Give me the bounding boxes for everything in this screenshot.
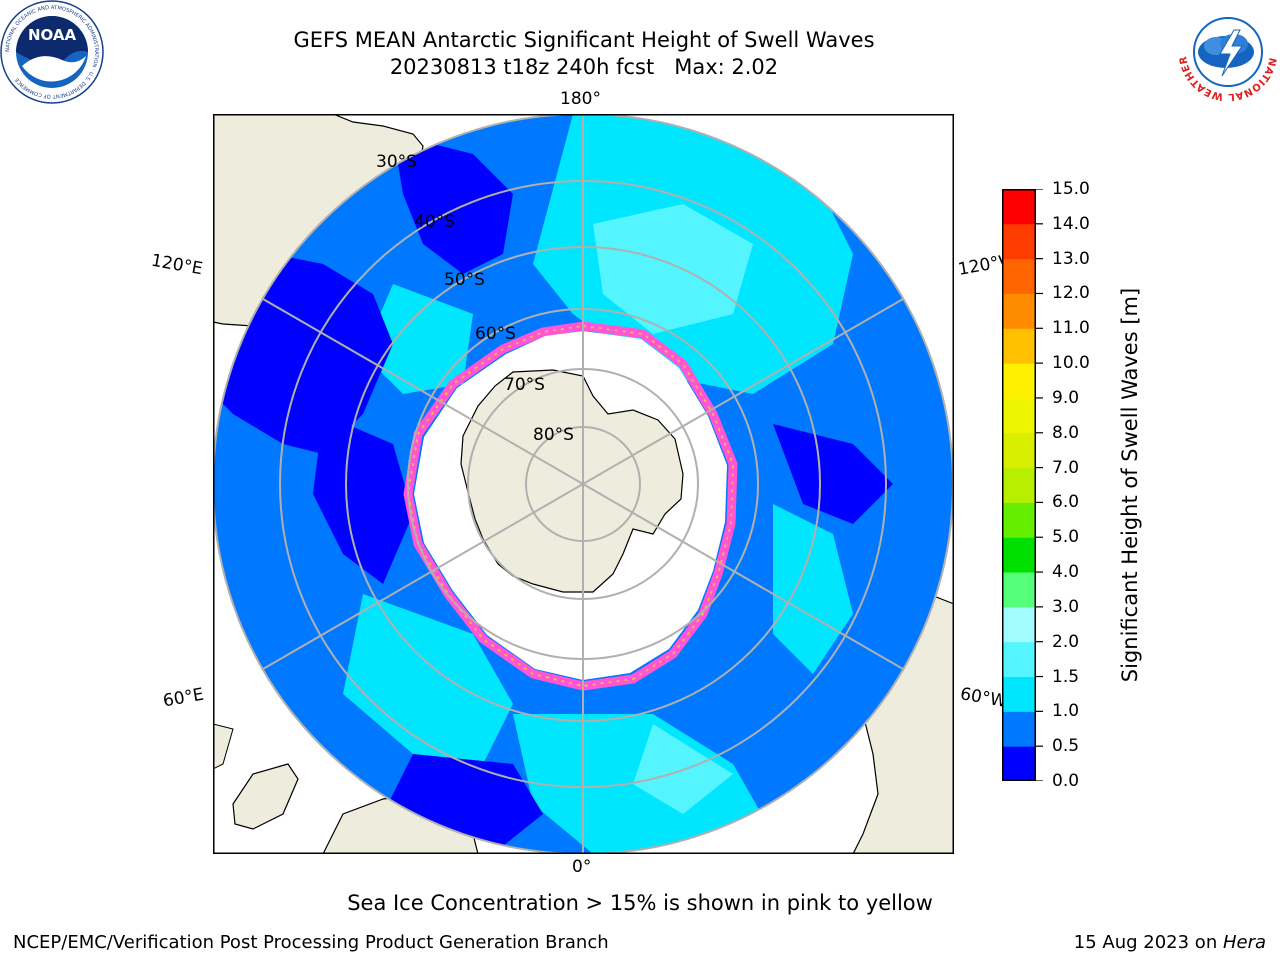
colorbar-tick-label: 3.0 <box>1052 596 1080 617</box>
noaa-logo-text: NOAA <box>28 26 77 44</box>
colorbar-bin <box>1002 258 1036 294</box>
colorbar-label: Significant Height of Swell Waves [m] <box>1118 287 1142 683</box>
colorbar-tick-label: 6.0 <box>1052 492 1080 513</box>
colorbar-ticks <box>1036 189 1043 781</box>
meridian-label-right-lower: 60°W <box>958 684 1009 712</box>
colorbar-tick-label: 0.0 <box>1052 771 1080 791</box>
footer-host: Hera <box>1222 932 1266 953</box>
colorbar-tick-label: 7.0 <box>1052 457 1080 478</box>
colorbar-tick-label: 5.0 <box>1052 527 1080 548</box>
colorbar-bin <box>1002 223 1036 260</box>
colorbar-bin <box>1002 676 1036 712</box>
colorbar-tick-label: 12.0 <box>1052 283 1090 304</box>
colorbar-bin <box>1002 328 1036 364</box>
parallel-label-80s: 80°S <box>533 425 574 445</box>
colorbar-bin <box>1002 432 1036 469</box>
land-antarctica <box>460 369 684 593</box>
colorbar-bin <box>1002 746 1036 781</box>
land-madagascar <box>232 763 299 830</box>
footer-branch: NCEP/EMC/Verification Post Processing Pr… <box>13 932 609 953</box>
colorbar-tick-label: 14.0 <box>1052 213 1090 234</box>
meridian-label-left-upper: 120°E <box>149 250 205 280</box>
parallel-label-60s: 60°S <box>475 324 516 344</box>
footer-date: 15 Aug 2023 on Hera <box>1073 932 1266 953</box>
colorbar-bin <box>1002 397 1036 434</box>
colorbar <box>1002 189 1036 781</box>
meridian-label-bottom: 0° <box>572 857 592 877</box>
colorbar-bin <box>1002 189 1036 225</box>
polar-map <box>213 114 954 854</box>
colorbar-tick-label: 0.5 <box>1052 736 1080 757</box>
colorbar-tick-label: 10.0 <box>1052 353 1090 374</box>
colorbar-bin <box>1002 502 1036 538</box>
sea-ice-inner-band <box>406 324 735 688</box>
chart-title: GEFS MEAN Antarctic Significant Height o… <box>293 28 875 52</box>
colorbar-bin <box>1002 363 1036 399</box>
parallel-label-30s: 30°S <box>376 152 417 172</box>
colorbar-bin <box>1002 711 1036 747</box>
colorbar-bin <box>1002 537 1036 573</box>
colorbar-tick-label: 1.5 <box>1052 666 1080 687</box>
colorbar-bin <box>1002 293 1036 329</box>
colorbar-bin <box>1002 467 1036 503</box>
colorbar-bin <box>1002 572 1036 608</box>
colorbar-bin <box>1002 641 1036 678</box>
meridian-label-top: 180° <box>560 89 601 109</box>
colorbar-tick-label: 15.0 <box>1052 179 1090 199</box>
colorbar-bin <box>1002 606 1036 643</box>
parallel-label-40s: 40°S <box>414 212 455 232</box>
colorbar-tick-label: 9.0 <box>1052 387 1080 408</box>
meridian-label-left-lower: 60°E <box>161 684 206 712</box>
colorbar-tick-label: 1.0 <box>1052 701 1080 722</box>
colorbar-tick-label: 4.0 <box>1052 562 1080 583</box>
graticule <box>213 114 953 854</box>
nws-logo: NATIONAL WEATHER SERVICE <box>1176 0 1279 103</box>
parallel-label-50s: 50°S <box>444 270 485 290</box>
colorbar-tick-label: 2.0 <box>1052 631 1080 652</box>
sea-ice-note: Sea Ice Concentration > 15% is shown in … <box>347 891 933 915</box>
chart-subtitle: 20230813 t18z 240h fcst Max: 2.02 <box>389 55 779 79</box>
land-west-australia <box>213 723 234 770</box>
colorbar-tick-label: 8.0 <box>1052 422 1080 443</box>
colorbar-tick-label: 13.0 <box>1052 248 1090 269</box>
colorbar-tick-label: 11.0 <box>1052 318 1090 339</box>
parallel-label-70s: 70°S <box>504 375 545 395</box>
noaa-logo: NOAA NATIONAL OCEANIC AND ATMOSPHERIC AD… <box>0 0 104 104</box>
